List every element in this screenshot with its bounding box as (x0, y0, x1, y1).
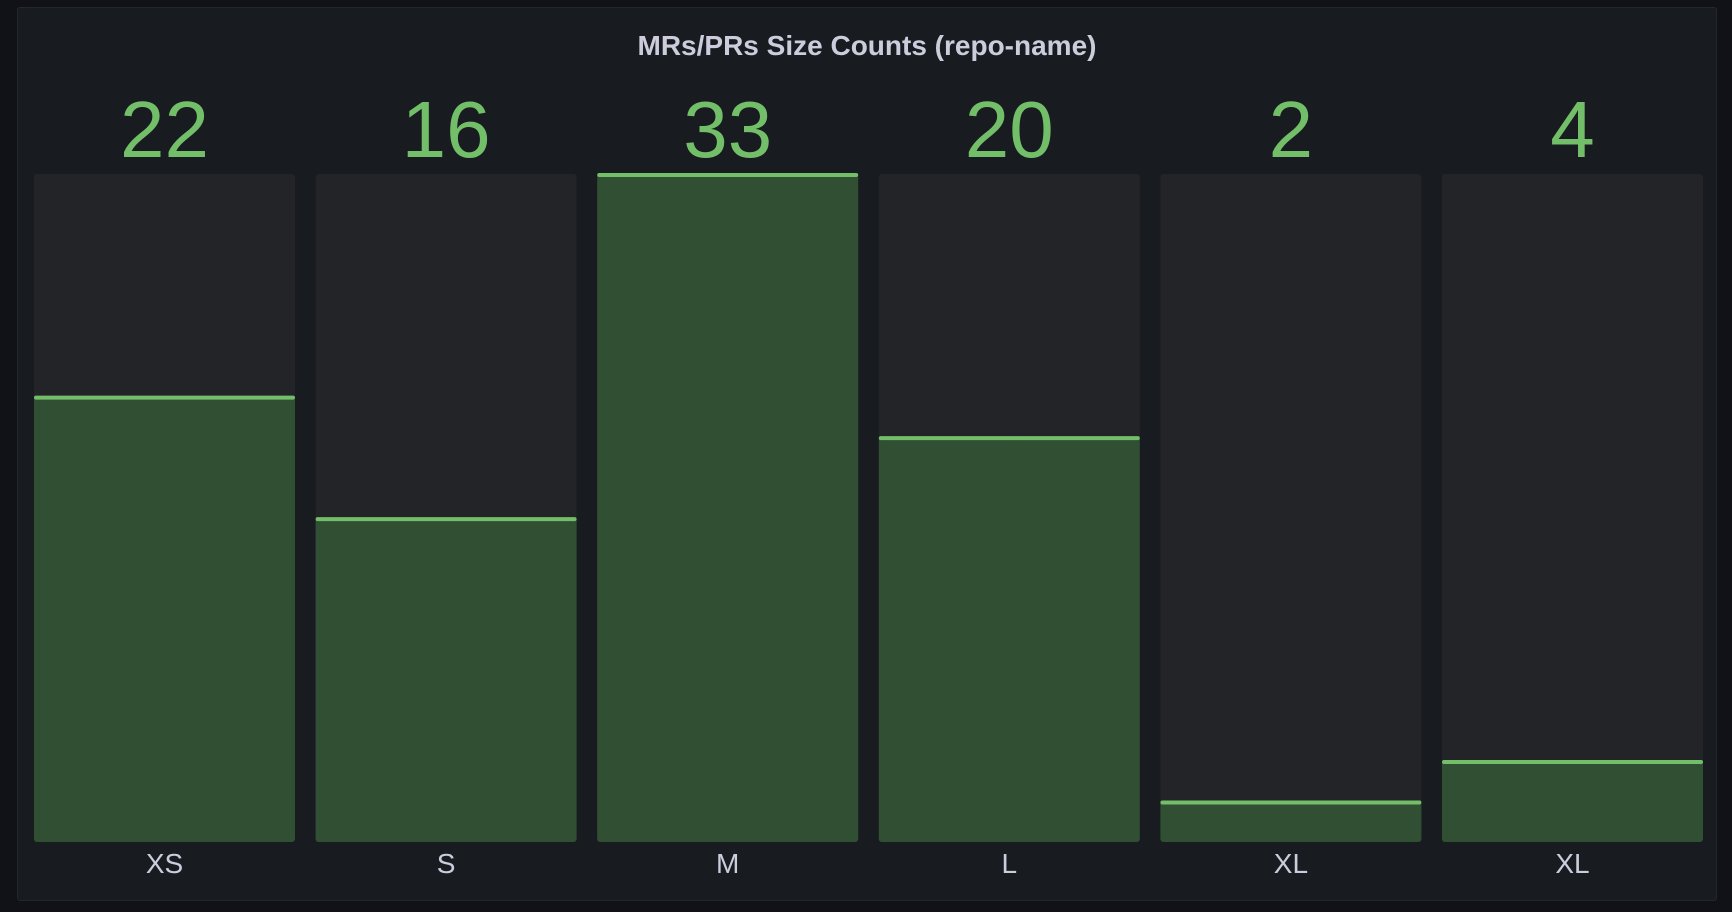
chart-panel: MRs/PRs Size Counts (repo-name) (17, 7, 1717, 901)
category-label: XL (1274, 848, 1308, 879)
bar-fill (315, 518, 577, 842)
bar-fill (1442, 761, 1703, 842)
bar-top-edge (878, 436, 1140, 441)
bar-group: 16 S (315, 85, 577, 879)
bar-group: 33 M (597, 85, 859, 879)
category-label: M (716, 848, 739, 879)
bar-top-edge (1160, 800, 1422, 805)
category-label: XS (146, 848, 183, 879)
value-label: 4 (1550, 85, 1595, 174)
bar-group: 20 L (878, 85, 1140, 879)
bar-top-edge (1442, 760, 1703, 765)
bar-group: 22 XS (34, 85, 295, 879)
bar-fill (597, 174, 859, 842)
value-label: 2 (1269, 85, 1314, 174)
value-label: 16 (402, 85, 491, 174)
bar-fill (878, 437, 1140, 842)
category-label: S (437, 848, 456, 879)
value-label: 22 (120, 85, 209, 174)
bar-top-edge (597, 173, 859, 177)
category-label: L (1002, 848, 1018, 879)
bar-group: 2 XL (1160, 85, 1422, 879)
bar-track (1442, 174, 1703, 842)
category-label: XL (1555, 848, 1589, 879)
value-label: 33 (683, 85, 772, 174)
panel-title: MRs/PRs Size Counts (repo-name) (637, 30, 1097, 61)
bar-fill (34, 396, 295, 842)
value-label: 20 (965, 85, 1054, 174)
bar-fill (1160, 801, 1422, 842)
bar-top-edge (34, 395, 295, 400)
bar-group: 4 XL (1442, 85, 1703, 879)
bars-layer: 22 XS 16 S 33 M 20 L 2 XL 4 XL (34, 85, 1703, 879)
bar-top-edge (315, 517, 577, 522)
bar-track (1160, 174, 1422, 842)
